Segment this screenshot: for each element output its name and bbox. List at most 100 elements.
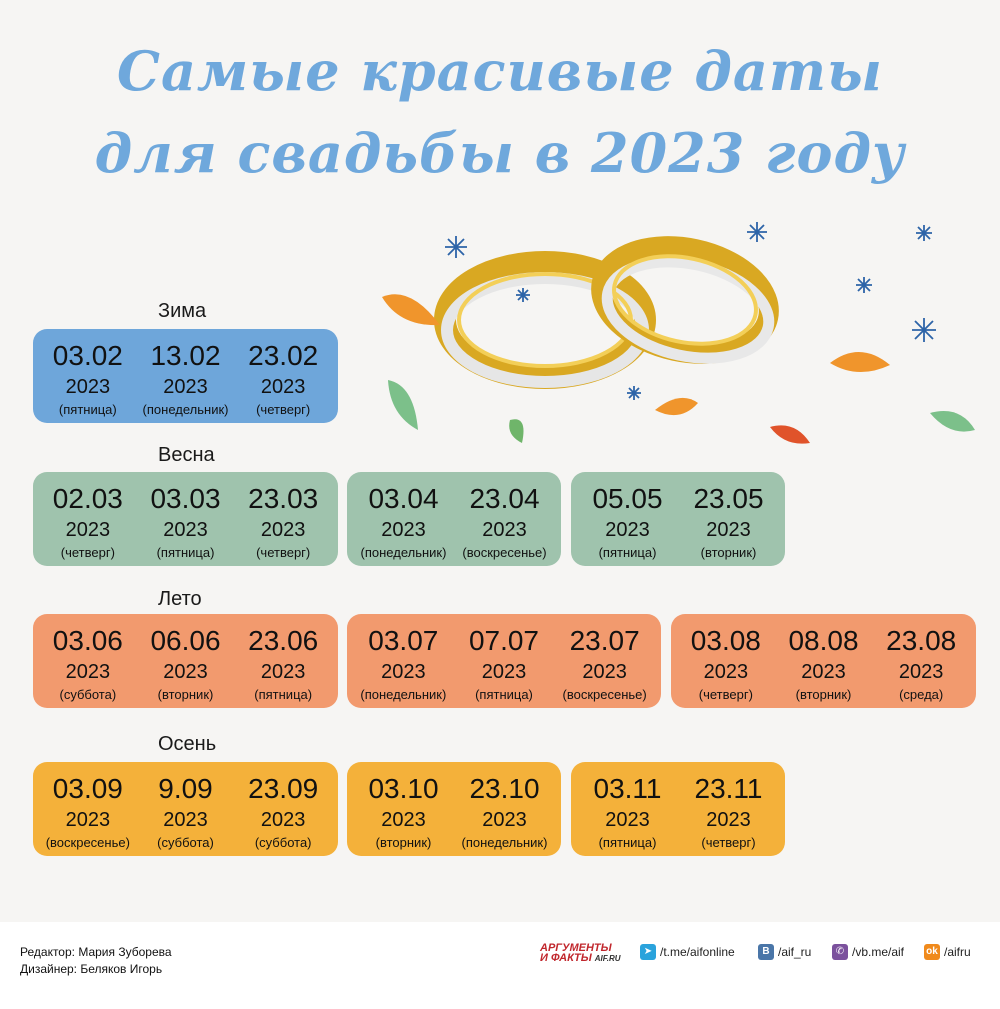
date-weekday: (среда)	[899, 687, 944, 702]
date-year: 2023	[706, 519, 751, 541]
wedding-date: 03.04 2023 (понедельник)	[354, 472, 454, 561]
date-value: 03.08	[690, 625, 761, 656]
date-year: 2023	[260, 376, 306, 398]
date-year: 2023	[260, 661, 306, 683]
date-weekday: (четверг)	[698, 687, 753, 702]
snowflake-icon	[445, 222, 936, 400]
date-value: 03.02	[52, 340, 123, 371]
date-weekday: (четверг)	[60, 545, 115, 560]
date-value: 23.07	[569, 625, 640, 656]
date-weekday: (вторник)	[375, 835, 432, 850]
date-year: 2023	[605, 809, 650, 831]
date-value: 23.04	[469, 483, 540, 514]
green-leaf-icon	[930, 411, 975, 432]
orange-leaf-icon	[382, 294, 440, 326]
date-value: 23.06	[248, 625, 319, 656]
date-card-spring-2: 03.04 2023 (понедельник) 23.04 2023 (воскресе…	[347, 472, 561, 566]
wedding-date: 02.03 2023 (четверг)	[39, 472, 137, 561]
social-viber[interactable]: ✆ /vb.me/aif	[832, 944, 904, 960]
date-value: 03.07	[368, 625, 439, 656]
wedding-date: 08.08 2023 (вторник)	[775, 614, 873, 703]
wedding-date: 23.06 2023 (пятница)	[234, 614, 332, 703]
wedding-date: 23.02 2023 (четверг)	[234, 329, 332, 418]
date-value: 06.06	[150, 625, 221, 656]
social-vk[interactable]: B /aif_ru	[758, 944, 811, 960]
title-line-1: Самые красивые даты	[116, 39, 884, 103]
date-year: 2023	[706, 809, 751, 831]
date-weekday: (понедельник)	[142, 402, 229, 417]
date-weekday: (вторник)	[157, 687, 214, 702]
date-year: 2023	[582, 661, 627, 683]
date-weekday: (воскресенье)	[562, 687, 647, 702]
date-weekday: (воскресенье)	[462, 545, 547, 560]
season-label-autumn: Осень	[158, 733, 217, 755]
wedding-date: 23.10 2023 (понедельник)	[455, 762, 555, 851]
date-year: 2023	[163, 661, 208, 683]
date-year: 2023	[801, 661, 846, 683]
aif-logo[interactable]: АРГУМЕНТЫ И ФАКТЫ AIF.RU	[540, 943, 621, 964]
wedding-date: 23.08 2023 (среда)	[872, 614, 970, 703]
date-card-autumn-3: 03.11 2023 (пятница) 23.11 2023 (четверг)	[571, 762, 785, 856]
telegram-icon: ➤	[640, 944, 656, 960]
date-year: 2023	[163, 376, 208, 398]
date-value: 23.09	[248, 773, 319, 804]
odnoklassniki-icon: ok	[924, 944, 940, 960]
date-value: 23.11	[694, 773, 763, 804]
date-year: 2023	[482, 519, 527, 541]
credits: Редактор: Мария Зуборева Дизайнер: Беляк…	[20, 944, 172, 978]
wedding-date: 23.09 2023 (суббота)	[234, 762, 332, 851]
social-vk-label: /aif_ru	[778, 945, 812, 959]
wedding-date: 03.03 2023 (пятница)	[137, 472, 235, 561]
date-year: 2023	[163, 809, 208, 831]
wedding-date: 23.03 2023 (четверг)	[234, 472, 332, 561]
date-year: 2023	[381, 519, 426, 541]
date-weekday: (суббота)	[59, 687, 117, 702]
date-value: 23.10	[469, 773, 540, 804]
date-value: 02.03	[52, 483, 123, 514]
date-value: 03.11	[593, 773, 662, 804]
wedding-date: 9.09 2023 (суббота)	[137, 762, 235, 851]
date-value: 23.08	[886, 625, 957, 656]
date-year: 2023	[65, 376, 111, 398]
date-weekday: (суббота)	[254, 835, 312, 850]
date-year: 2023	[163, 519, 208, 541]
date-value: 03.09	[52, 773, 123, 804]
wedding-date: 03.10 2023 (вторник)	[354, 762, 454, 851]
date-value: 03.10	[368, 773, 439, 804]
date-year: 2023	[605, 519, 650, 541]
wedding-date: 23.11 2023 (четверг)	[679, 762, 779, 851]
orange-leaf-icon	[655, 397, 698, 416]
date-value: 08.08	[788, 625, 859, 656]
date-card-winter-1: 03.02 2023 (пятница) 13.02 2023 (понедельник)…	[33, 329, 338, 423]
date-card-spring-1: 02.03 2023 (четверг) 03.03 2023 (пятница) 23.0…	[33, 472, 338, 566]
wedding-date: 05.05 2023 (пятница)	[578, 472, 678, 561]
date-weekday: (четверг)	[256, 545, 311, 560]
date-weekday: (пятница)	[598, 835, 657, 850]
date-value: 05.05	[592, 483, 663, 514]
date-weekday: (воскресенье)	[45, 835, 130, 850]
wedding-date: 03.09 2023 (воскресенье)	[39, 762, 137, 851]
date-weekday: (пятница)	[598, 545, 657, 560]
wedding-date: 13.02 2023 (понедельник)	[137, 329, 235, 418]
footer	[0, 922, 1000, 1009]
date-weekday: (пятница)	[475, 687, 533, 702]
date-card-spring-3: 05.05 2023 (пятница) 23.05 2023 (вторник)	[571, 472, 785, 566]
vk-icon: B	[758, 944, 774, 960]
date-year: 2023	[65, 519, 111, 541]
brand-line-2: И ФАКТЫ	[540, 952, 592, 964]
wedding-date: 03.02 2023 (пятница)	[39, 329, 137, 418]
wedding-date: 03.11 2023 (пятница)	[578, 762, 678, 851]
green-leaf-icon	[388, 380, 418, 430]
date-year: 2023	[481, 661, 527, 683]
social-telegram[interactable]: ➤ /t.me/aifonline	[640, 944, 735, 960]
social-odnoklassniki[interactable]: ok /aifru	[924, 944, 971, 960]
date-value: 03.03	[150, 483, 221, 514]
date-year: 2023	[260, 519, 306, 541]
date-value: 13.02	[150, 340, 221, 371]
date-value: 23.02	[248, 340, 319, 371]
green-leaf-small-icon	[509, 419, 524, 443]
date-year: 2023	[260, 809, 306, 831]
wedding-rings-illustration	[382, 222, 975, 444]
gold-ring-right-icon	[591, 236, 779, 364]
wedding-date: 06.06 2023 (вторник)	[137, 614, 235, 703]
